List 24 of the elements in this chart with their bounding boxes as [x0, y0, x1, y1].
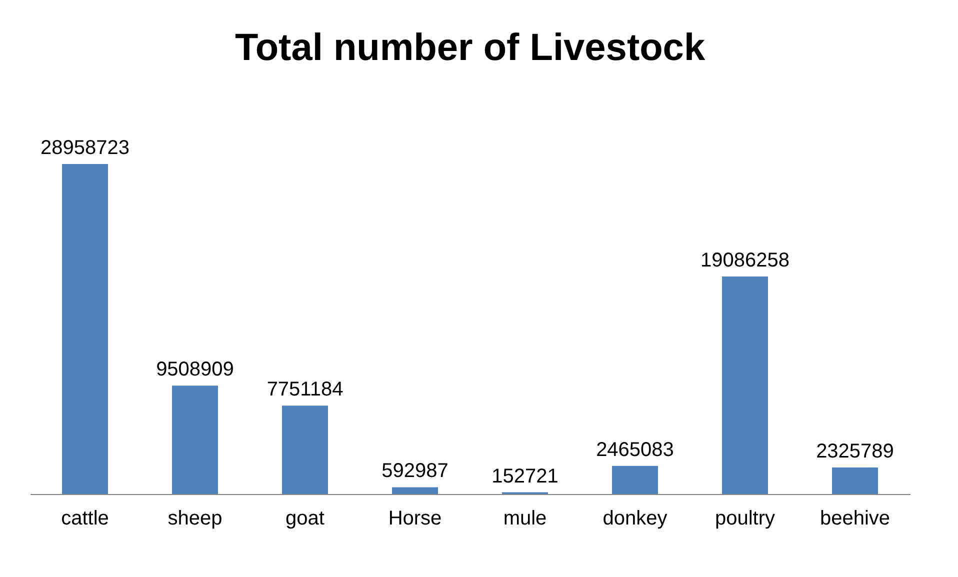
x-tick-label: poultry [714, 508, 776, 530]
x-tick-label: goat [286, 508, 325, 530]
data-label: 9508909 [156, 358, 234, 381]
bar [172, 386, 218, 494]
bar [722, 276, 768, 494]
data-label: 19086258 [700, 250, 790, 272]
x-tick-label: beehive [820, 508, 890, 530]
x-tick-label: mule [503, 508, 547, 530]
data-label: 592987 [382, 460, 448, 482]
x-tick-label: Horse [388, 508, 442, 530]
data-label: 2465083 [596, 438, 674, 461]
data-label: 152721 [492, 465, 558, 488]
bar [392, 487, 438, 494]
chart-title: Total number of Livestock [234, 27, 706, 69]
data-label: 2325789 [816, 440, 894, 462]
x-tick-label: donkey [602, 508, 668, 530]
data-label: 7751184 [266, 378, 344, 401]
x-tick-label: sheep [168, 508, 222, 530]
data-label: 28958723 [40, 137, 130, 159]
bar [62, 164, 108, 494]
bar [282, 406, 328, 494]
bar [832, 467, 878, 494]
bar [612, 466, 658, 494]
x-tick-label: cattle [61, 508, 109, 530]
